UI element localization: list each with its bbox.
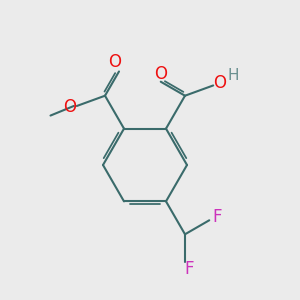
Text: F: F <box>184 260 194 278</box>
Text: O: O <box>213 74 226 92</box>
Text: O: O <box>109 53 122 71</box>
Text: O: O <box>63 98 76 116</box>
Text: F: F <box>212 208 222 226</box>
Text: H: H <box>227 68 239 83</box>
Text: O: O <box>154 65 167 83</box>
